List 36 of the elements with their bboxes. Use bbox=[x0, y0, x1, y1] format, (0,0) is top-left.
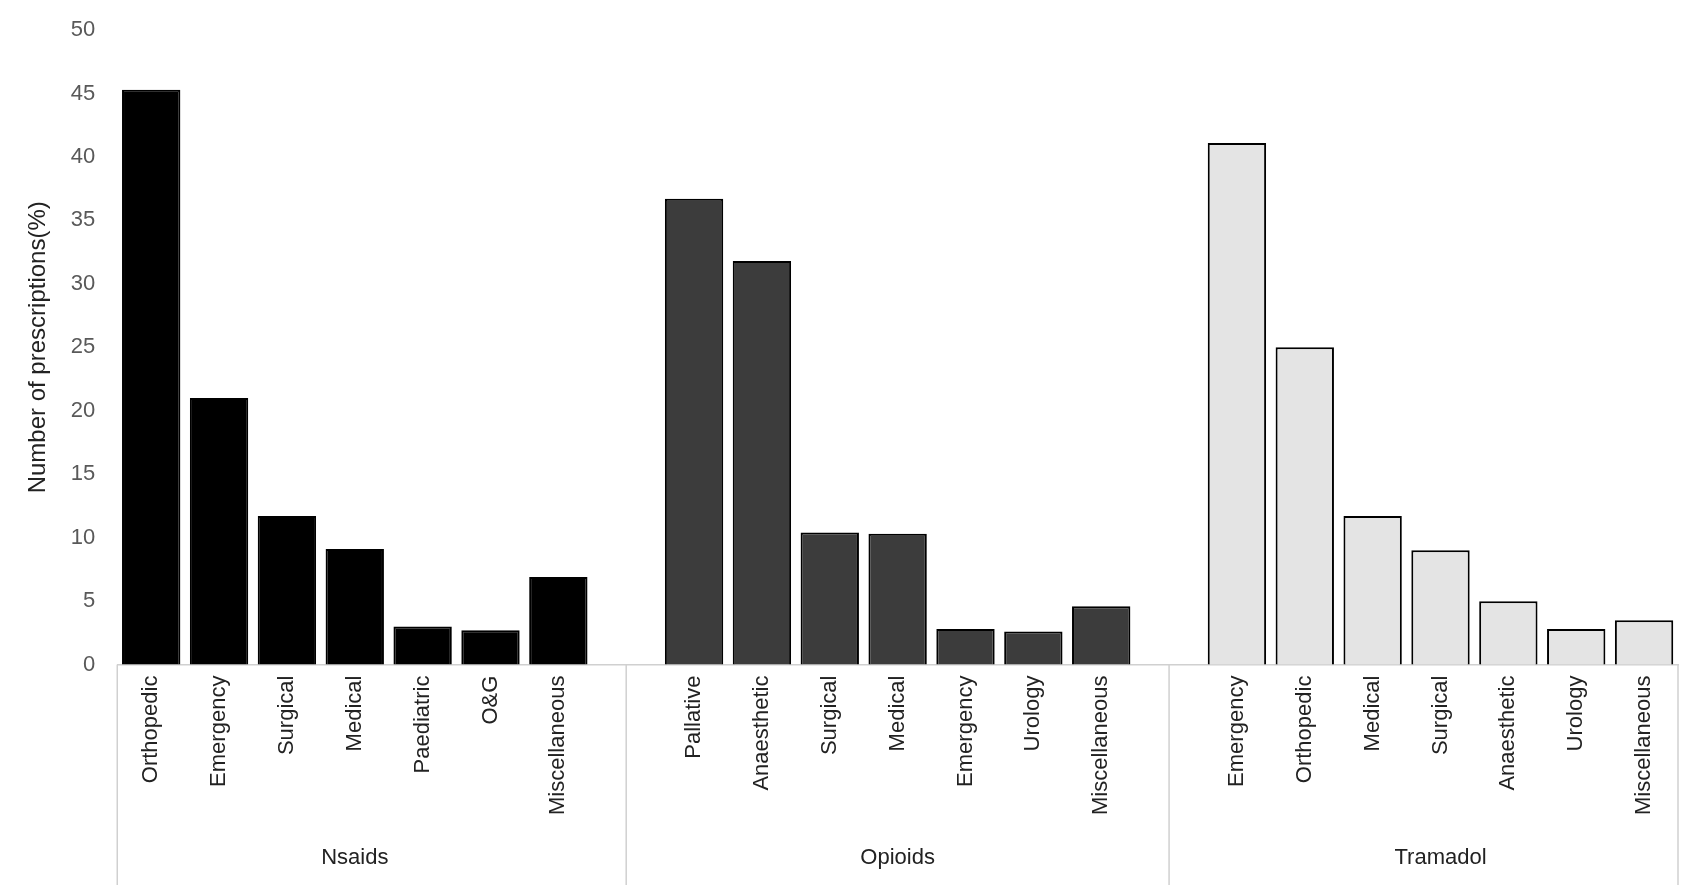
y-tick-label: 45 bbox=[70, 79, 96, 105]
x-tick-label: Medical bbox=[340, 675, 366, 752]
x-tick-label: Emergency bbox=[1222, 675, 1248, 787]
text: Nsaids bbox=[321, 844, 389, 870]
y-tick-label: 5 bbox=[83, 587, 96, 613]
x-tick-label: Pallative bbox=[680, 675, 706, 759]
y-axis-title: Number of prescriptions(%) bbox=[23, 201, 51, 494]
y-tick-label: 0 bbox=[83, 650, 96, 676]
text: Opioids bbox=[860, 844, 935, 870]
x-tick-label: Surgical bbox=[272, 675, 298, 756]
x-tick-label: Orthopedic bbox=[137, 675, 163, 784]
x-tick-label: Surgical bbox=[1426, 675, 1452, 756]
text: Tramadol bbox=[1394, 844, 1487, 870]
y-tick-label: 40 bbox=[70, 142, 96, 168]
y-tick-label: 20 bbox=[70, 396, 96, 422]
x-tick-label: Anaesthetic bbox=[747, 675, 773, 791]
y-tick-label: 35 bbox=[70, 206, 96, 232]
x-tick-label: Miscellaneous bbox=[1630, 675, 1656, 815]
y-tick-label: 15 bbox=[70, 460, 96, 486]
y-tick-label: 25 bbox=[70, 333, 96, 359]
x-tick-label: Emergency bbox=[951, 675, 977, 787]
x-tick-label: Paediatric bbox=[408, 675, 434, 774]
y-tick-label: 30 bbox=[70, 269, 96, 295]
x-tick-label: O&G bbox=[476, 675, 502, 725]
x-tick-label: Orthopedic bbox=[1290, 675, 1316, 784]
y-tick-label: 50 bbox=[70, 16, 96, 42]
y-tick-label: 10 bbox=[70, 523, 96, 549]
x-tick-label: Surgical bbox=[815, 675, 841, 756]
x-tick-label: Urology bbox=[1019, 675, 1045, 752]
x-tick-label: Emergency bbox=[205, 675, 231, 787]
x-tick-label: Medical bbox=[883, 675, 909, 752]
x-tick-label: Miscellaneous bbox=[544, 675, 570, 815]
x-tick-label: Urology bbox=[1562, 675, 1588, 752]
x-tick-label: Medical bbox=[1358, 675, 1384, 752]
x-tick-label: Miscellaneous bbox=[1087, 675, 1113, 815]
x-tick-label: Anaesthetic bbox=[1494, 675, 1520, 791]
